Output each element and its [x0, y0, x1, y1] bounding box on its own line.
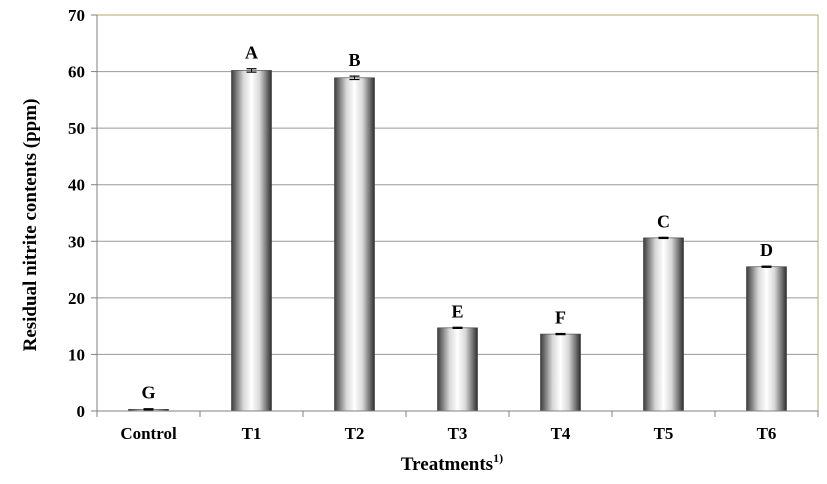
- x-tick-label: T4: [551, 424, 571, 443]
- significance-label: B: [348, 50, 360, 70]
- y-tick-label: 40: [68, 176, 85, 195]
- bar-t5: [643, 237, 684, 412]
- bar-t1: [231, 70, 272, 412]
- x-tick-label: T2: [345, 424, 365, 443]
- y-tick-label: 20: [68, 289, 85, 308]
- x-tick-label: T6: [757, 424, 777, 443]
- x-axis-title: Treatments1): [401, 451, 503, 475]
- bars: [128, 68, 787, 412]
- significance-label: E: [451, 301, 463, 321]
- bar-t2: [334, 77, 375, 412]
- x-tick-label: T5: [654, 424, 674, 443]
- y-tick-label: 10: [68, 345, 85, 364]
- bar-t3: [437, 327, 478, 412]
- significance-label: F: [555, 307, 566, 327]
- y-axis-title: Residual nitrite contents (ppm): [20, 99, 41, 352]
- y-tick-label: 50: [68, 119, 85, 138]
- x-tick-label: T3: [448, 424, 468, 443]
- labels: 0 10 20 30 40 50 60 70 G Control A T1 B T2 E T3 F T4 C T5 D T…: [68, 6, 776, 443]
- significance-label: G: [141, 383, 155, 403]
- axes: [91, 14, 819, 417]
- x-tick-label: T1: [242, 424, 262, 443]
- significance-label: C: [657, 211, 670, 231]
- bar-t4: [540, 333, 581, 412]
- y-tick-label: 70: [68, 6, 85, 25]
- x-axis-title-text: Treatments: [401, 454, 493, 475]
- significance-label: D: [760, 240, 773, 260]
- x-tick-label: Control: [120, 424, 177, 443]
- y-tick-label: 60: [68, 63, 85, 82]
- significance-label: A: [245, 43, 258, 63]
- y-tick-label: 30: [68, 232, 85, 251]
- bar-t6: [746, 266, 787, 412]
- x-axis-title-superscript: 1): [493, 451, 503, 465]
- y-tick-label: 0: [77, 402, 86, 421]
